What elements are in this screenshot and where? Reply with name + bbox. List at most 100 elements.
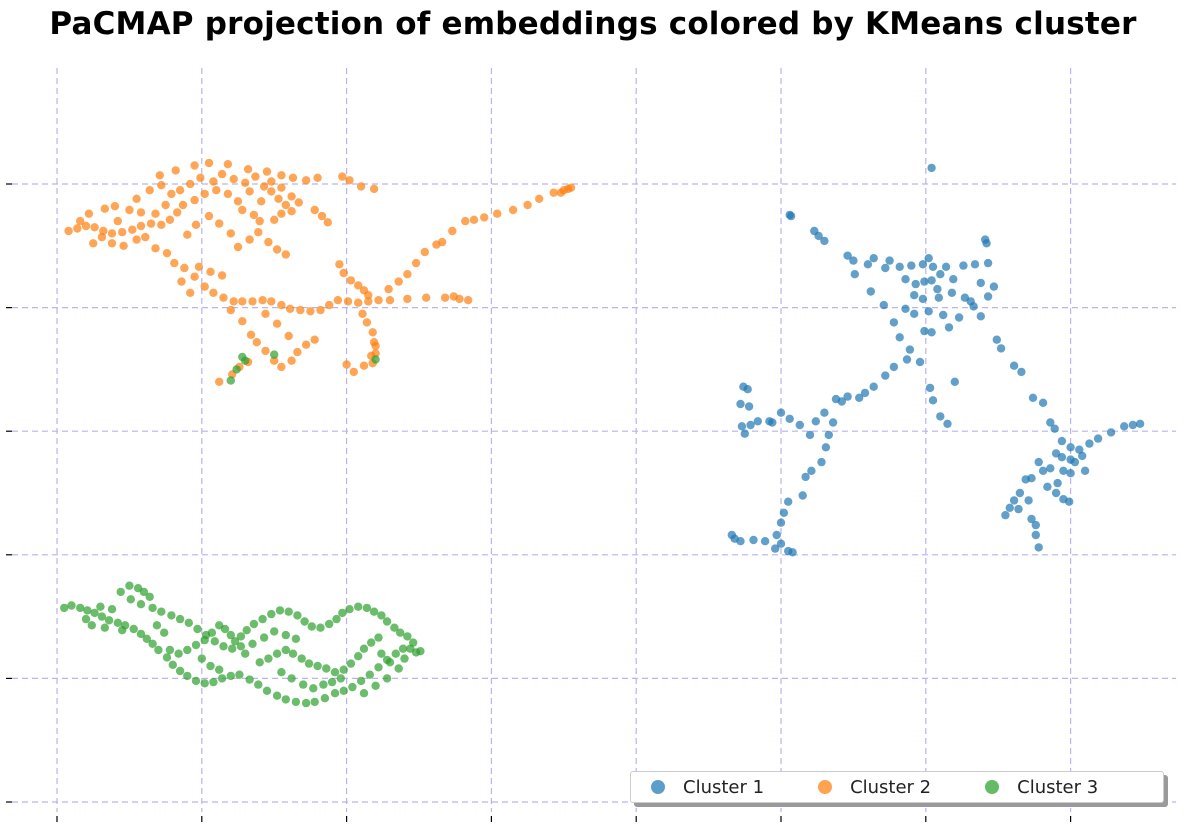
point-cluster-3-103 <box>304 659 314 668</box>
point-cluster-1-137 <box>895 333 904 342</box>
point-cluster-1-136 <box>889 318 899 327</box>
point-cluster-1-68 <box>746 420 755 430</box>
point-cluster-2-83 <box>354 298 363 307</box>
point-cluster-2-79 <box>316 305 325 315</box>
point-cluster-3-72 <box>345 605 354 614</box>
point-cluster-3-93 <box>191 640 201 650</box>
point-cluster-1-116 <box>1051 488 1061 498</box>
point-cluster-3-62 <box>416 647 425 656</box>
point-cluster-1-91 <box>943 419 952 428</box>
point-cluster-3-36 <box>191 676 201 686</box>
point-cluster-2-65 <box>180 263 189 273</box>
point-cluster-1-77 <box>779 508 789 517</box>
point-cluster-2-129 <box>566 183 576 192</box>
point-cluster-2-118 <box>461 216 470 226</box>
point-cluster-2-45 <box>136 208 146 217</box>
point-cluster-1-17 <box>983 258 993 268</box>
point-cluster-3-3 <box>83 606 92 615</box>
point-cluster-3-131 <box>371 681 380 690</box>
point-cluster-2-154 <box>177 277 186 286</box>
point-cluster-1-138 <box>954 313 964 322</box>
point-cluster-2-34 <box>107 229 117 238</box>
point-cluster-1-50 <box>843 392 852 401</box>
point-cluster-3-146 <box>226 376 235 385</box>
point-cluster-2-40 <box>76 216 85 226</box>
point-cluster-2-14 <box>281 200 290 210</box>
point-cluster-3-32 <box>162 653 172 662</box>
point-cluster-1-121 <box>1038 466 1048 475</box>
point-cluster-2-130 <box>338 172 347 181</box>
point-cluster-3-114 <box>287 674 296 683</box>
point-cluster-1-49 <box>855 393 864 402</box>
point-cluster-1-57 <box>807 466 816 475</box>
point-cluster-2-105 <box>359 361 369 370</box>
point-cluster-1-56 <box>817 457 826 467</box>
point-cluster-1-66 <box>768 418 777 427</box>
point-cluster-1-64 <box>776 408 786 417</box>
point-cluster-3-85 <box>242 626 251 635</box>
point-cluster-2-23 <box>212 186 221 195</box>
point-cluster-2-114 <box>420 247 429 257</box>
point-cluster-2-177 <box>157 181 166 190</box>
point-cluster-2-18 <box>255 216 264 226</box>
point-cluster-3-105 <box>322 664 331 673</box>
point-cluster-2-89 <box>440 293 450 302</box>
point-cluster-1-67 <box>753 417 762 426</box>
point-cluster-3-149 <box>238 352 247 362</box>
point-cluster-2-7 <box>277 171 286 180</box>
point-cluster-2-101 <box>368 328 377 337</box>
point-cluster-3-92 <box>200 635 209 645</box>
point-cluster-1-101 <box>1093 434 1103 443</box>
point-cluster-2-107 <box>342 360 351 369</box>
point-cluster-2-173 <box>89 239 98 248</box>
point-cluster-1-143 <box>905 345 915 354</box>
point-cluster-1-96 <box>1050 424 1059 433</box>
point-cluster-3-107 <box>339 665 348 674</box>
point-cluster-3-14 <box>145 592 154 601</box>
point-cluster-2-53 <box>217 169 227 179</box>
point-cluster-1-142 <box>933 284 942 294</box>
point-cluster-2-175 <box>132 194 141 203</box>
point-cluster-2-30 <box>146 219 156 228</box>
point-cluster-3-71 <box>354 602 363 611</box>
point-cluster-3-136 <box>152 621 162 630</box>
point-cluster-3-73 <box>338 608 347 618</box>
point-cluster-2-92 <box>449 292 458 301</box>
point-cluster-1-42 <box>1009 361 1019 370</box>
point-cluster-2-110 <box>384 284 393 294</box>
point-cluster-1-24 <box>936 270 945 279</box>
point-cluster-1-61 <box>805 430 815 440</box>
point-cluster-2-96 <box>354 281 363 290</box>
point-cluster-3-24 <box>175 614 185 624</box>
point-cluster-1-76 <box>784 497 793 506</box>
point-cluster-3-59 <box>398 644 408 653</box>
point-cluster-2-91 <box>464 296 473 305</box>
point-cluster-3-69 <box>369 607 379 616</box>
point-cluster-3-148 <box>371 355 380 364</box>
point-cluster-2-123 <box>523 200 532 210</box>
point-cluster-1-82 <box>760 537 770 546</box>
point-cluster-1-110 <box>1078 451 1087 461</box>
point-cluster-2-98 <box>364 291 373 300</box>
point-cluster-3-10 <box>136 629 146 639</box>
point-cluster-3-119 <box>336 674 345 683</box>
point-cluster-1-69 <box>737 422 747 431</box>
point-cluster-3-106 <box>330 668 340 677</box>
point-cluster-3-94 <box>183 645 192 655</box>
point-cluster-3-137 <box>160 628 169 637</box>
point-cluster-1-109 <box>1070 457 1080 467</box>
point-cluster-1-70 <box>744 402 754 411</box>
point-cluster-1-93 <box>1028 393 1038 402</box>
point-cluster-2-11 <box>259 182 269 191</box>
legend-label-cluster-2: Cluster 2 <box>850 776 932 798</box>
point-cluster-3-84 <box>249 619 259 629</box>
point-cluster-2-135 <box>317 211 327 221</box>
point-cluster-2-70 <box>229 297 238 306</box>
point-cluster-3-90 <box>215 621 224 630</box>
point-cluster-2-58 <box>107 239 117 248</box>
point-cluster-3-56 <box>374 663 383 672</box>
point-cluster-2-139 <box>246 330 256 339</box>
point-cluster-2-59 <box>119 241 128 250</box>
legend-label-cluster-3: Cluster 3 <box>1017 776 1099 798</box>
point-cluster-3-39 <box>217 674 227 683</box>
